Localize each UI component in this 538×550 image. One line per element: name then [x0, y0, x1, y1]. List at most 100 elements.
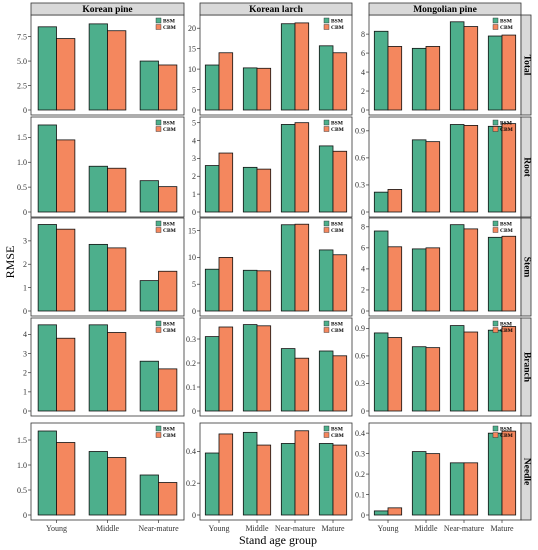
bar-bsm-near-mature — [280, 124, 296, 213]
y-tick-label: 2 — [23, 369, 27, 378]
legend-swatch-cbm — [492, 126, 499, 132]
x-tick-label-mature: Mature — [490, 524, 514, 533]
y-tick-label: 0 — [192, 307, 196, 316]
bar-cbm-middle — [107, 332, 127, 412]
bar-cbm-mature — [332, 52, 348, 111]
bar-bsm-middle — [88, 324, 108, 412]
bar-bsm-near-mature — [139, 474, 159, 516]
y-tick-label: 0 — [23, 407, 27, 416]
x-tick-labels: Young Middle Near-mature Young Middle Near-ma… — [46, 524, 514, 533]
bar-bsm-young — [204, 268, 220, 312]
strip-label-branch: Branch — [521, 352, 531, 383]
y-tick-label: 15 — [188, 226, 196, 235]
bar-bsm-young — [204, 64, 220, 111]
strip-label-stem: Stem — [521, 257, 531, 278]
x-tick-label-young: Young — [378, 524, 399, 533]
bar-cbm-mature — [332, 444, 348, 516]
x-tick-label-young: Young — [46, 524, 67, 533]
bar-cbm-young — [218, 152, 234, 213]
legend-swatch-cbm — [492, 24, 499, 30]
y-tick-label: 0.2 — [186, 479, 196, 488]
legend-swatch-cbm — [323, 432, 330, 438]
x-tick-label-middle: Middle — [414, 524, 438, 533]
y-tick-label: 2 — [361, 87, 365, 96]
bar-cbm-mature — [332, 355, 348, 412]
bar-cbm-middle — [107, 457, 127, 516]
legend-label-cbm: CBM — [500, 127, 514, 133]
y-tick-label: 6 — [361, 49, 365, 58]
strip-bg-korean-larch — [199, 2, 353, 16]
y-tick-label: 5.0 — [17, 57, 27, 66]
y-tick-label: 5 — [192, 85, 196, 94]
legend-swatch-cbm — [155, 24, 162, 30]
y-tick-label: 8 — [361, 30, 365, 39]
y-tick-label: 20 — [188, 24, 196, 33]
legend-swatch-bsm — [492, 425, 499, 432]
bar-bsm-near-mature — [280, 224, 296, 312]
bar-bsm-near-mature — [449, 462, 465, 516]
strip-bg-branch — [520, 317, 532, 417]
y-tick-label: 0 — [361, 511, 365, 520]
legend-label-cbm: CBM — [331, 25, 345, 31]
bar-bsm-middle — [242, 324, 258, 412]
bar-bsm-near-mature — [449, 21, 465, 111]
bar-cbm-mature — [501, 34, 517, 111]
legend-label-cbm: CBM — [163, 25, 177, 31]
bar-bsm-mature — [318, 145, 334, 213]
y-tick-label: 0.6 — [355, 352, 365, 361]
legend-swatch-cbm — [492, 432, 499, 438]
y-tick-label: 0 — [23, 106, 27, 115]
bar-cbm-middle — [256, 270, 272, 312]
bar-cbm-near-mature — [463, 331, 479, 412]
y-tick-label: 0.5 — [17, 486, 27, 495]
y-tick-label: 0.3 — [355, 181, 365, 190]
bar-cbm-near-mature — [463, 26, 479, 111]
bar-cbm-mature — [501, 326, 517, 412]
bar-bsm-mature — [487, 236, 503, 312]
bar-cbm-young — [387, 507, 403, 516]
x-tick-label-young: Young — [209, 524, 230, 533]
bar-bsm-young — [37, 430, 57, 516]
legend-label-cbm: CBM — [331, 228, 345, 234]
bar-bsm-middle — [411, 47, 427, 111]
bar-bsm-near-mature — [139, 180, 159, 213]
bar-bsm-near-mature — [139, 360, 159, 412]
y-tick-label: 0.3 — [355, 379, 365, 388]
x-tick-label-mature: Mature — [321, 524, 345, 533]
bar-cbm-middle — [107, 30, 127, 111]
bar-bsm-middle — [88, 451, 108, 516]
legend-swatch-cbm — [155, 432, 162, 438]
bar-cbm-mature — [501, 430, 517, 516]
bar-cbm-middle — [425, 453, 441, 516]
component-strips: Total Root Stem Branch Needle — [520, 14, 532, 521]
legend-label-bsm: BSM — [331, 322, 344, 328]
legend-swatch-bsm — [323, 220, 330, 227]
y-tick-label: 0 — [192, 208, 196, 217]
legend-swatch-bsm — [323, 119, 330, 126]
bar-bsm-mature — [487, 125, 503, 213]
y-tick-label: 0 — [192, 106, 196, 115]
bar-bsm-young — [37, 26, 57, 111]
legend-swatch-bsm — [492, 17, 499, 24]
legend-label-bsm: BSM — [500, 121, 513, 127]
legend-label-bsm: BSM — [331, 19, 344, 25]
y-tick-label: 0 — [361, 407, 365, 416]
bar-bsm-mature — [318, 45, 334, 111]
bar-cbm-young — [56, 139, 76, 213]
legend-swatch-bsm — [492, 320, 499, 327]
strip-label-needle: Needle — [521, 458, 531, 485]
bar-cbm-young — [387, 246, 403, 312]
x-tick-label-middle: Middle — [245, 524, 269, 533]
bar-cbm-young — [218, 433, 234, 516]
bar-cbm-middle — [256, 444, 272, 516]
bar-cbm-mature — [501, 235, 517, 312]
y-tick-label: 2.5 — [17, 81, 27, 90]
bar-cbm-near-mature — [158, 368, 178, 412]
bar-bsm-middle — [411, 451, 427, 516]
legend-swatch-bsm — [155, 320, 162, 327]
bar-bsm-young — [204, 452, 220, 516]
bar-cbm-near-mature — [463, 462, 479, 516]
